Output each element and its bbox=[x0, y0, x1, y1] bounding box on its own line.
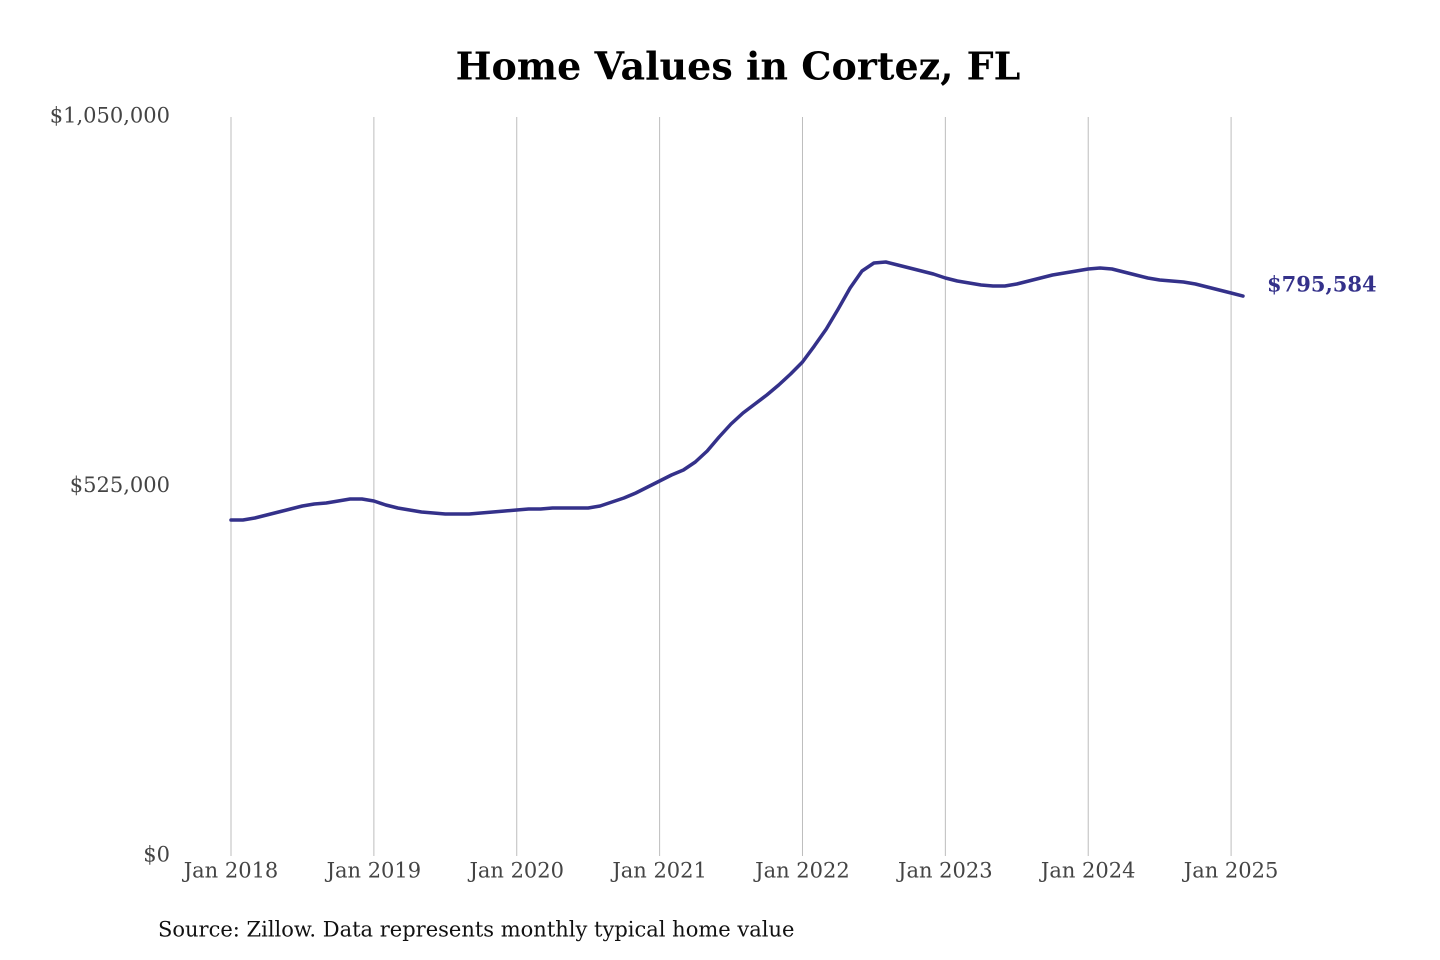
y-tick-label: $1,050,000 bbox=[50, 104, 170, 128]
source-note: Source: Zillow. Data represents monthly … bbox=[158, 918, 794, 942]
y-tick-label: $0 bbox=[143, 843, 170, 867]
x-tick-label: Jan 2020 bbox=[467, 859, 564, 883]
x-tick-label: Jan 2019 bbox=[325, 859, 422, 883]
x-tick-label: Jan 2021 bbox=[610, 859, 707, 883]
x-tick-label: Jan 2018 bbox=[182, 859, 279, 883]
x-tick-label: Jan 2022 bbox=[753, 859, 850, 883]
y-tick-label: $525,000 bbox=[70, 473, 170, 497]
x-tick-label: Jan 2025 bbox=[1182, 859, 1279, 883]
x-tick-label: Jan 2023 bbox=[896, 859, 993, 883]
chart-title: Home Values in Cortez, FL bbox=[456, 44, 1021, 89]
line bbox=[229, 260, 1245, 522]
value-label: $795,584 bbox=[1267, 272, 1377, 297]
x-tick-label: Jan 2024 bbox=[1039, 859, 1136, 883]
